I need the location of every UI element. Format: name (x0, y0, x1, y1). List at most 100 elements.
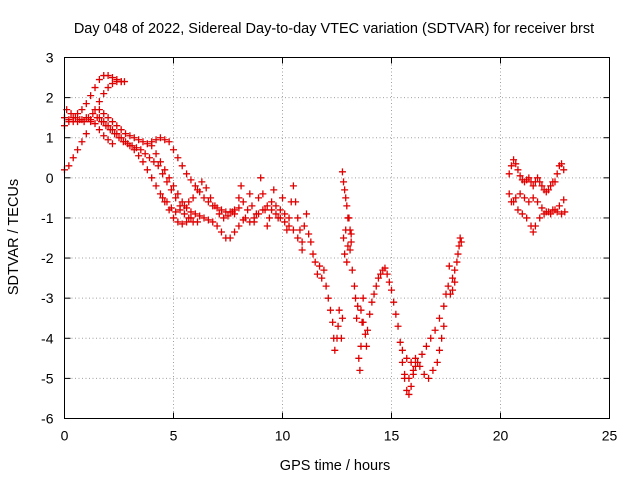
data-point (100, 132, 108, 140)
data-point (361, 330, 369, 338)
data-point (100, 118, 108, 126)
data-point (542, 208, 550, 216)
data-point (344, 242, 352, 250)
data-point (180, 210, 188, 218)
data-point (324, 294, 332, 302)
data-point (217, 206, 225, 214)
data-point (165, 174, 173, 182)
data-point (172, 194, 180, 202)
data-point (338, 314, 346, 322)
data-point (316, 262, 324, 270)
data-point (298, 238, 306, 246)
data-point (91, 120, 99, 128)
data-point (211, 202, 219, 210)
data-point (505, 190, 513, 198)
data-point (283, 226, 291, 234)
x-tick-label: 25 (602, 428, 618, 444)
data-point (100, 110, 108, 118)
data-point (518, 210, 526, 218)
data-point (193, 218, 201, 226)
data-point (520, 194, 528, 202)
data-point (255, 210, 263, 218)
data-point (113, 122, 121, 130)
data-point (137, 146, 145, 154)
data-point (178, 220, 186, 228)
data-point (411, 354, 419, 362)
data-point (170, 214, 177, 222)
data-point (544, 186, 552, 194)
data-point (409, 366, 417, 374)
axis-ticks (64, 57, 610, 419)
data-point (89, 110, 97, 118)
data-point (338, 168, 346, 176)
data-point (440, 302, 448, 310)
data-point (536, 178, 544, 186)
data-point (65, 162, 73, 170)
data-point (456, 234, 464, 242)
data-point (322, 282, 330, 290)
data-point (326, 306, 334, 314)
data-point (126, 132, 134, 140)
data-point (405, 390, 413, 398)
y-tick-label: -1 (41, 210, 54, 226)
data-point (403, 354, 411, 362)
data-point (407, 382, 415, 390)
data-point (445, 262, 453, 270)
plot-frame (64, 57, 610, 419)
data-point (156, 134, 164, 142)
data-point (507, 162, 515, 170)
y-tick-label: -3 (41, 290, 54, 306)
data-point (276, 214, 284, 222)
data-point (547, 182, 555, 190)
y-tick-label: 1 (46, 130, 54, 146)
data-point (117, 126, 125, 134)
data-point (180, 202, 188, 210)
data-point (198, 178, 206, 186)
data-point (364, 326, 372, 334)
data-point (451, 266, 459, 274)
data-point (246, 218, 254, 226)
data-point (454, 250, 462, 258)
data-point (143, 140, 151, 148)
data-point (368, 298, 376, 306)
data-point (152, 150, 160, 158)
data-point (305, 230, 313, 238)
data-point (348, 266, 356, 274)
data-point (207, 194, 215, 202)
data-point (296, 226, 304, 234)
data-point (244, 206, 252, 214)
data-point (156, 190, 164, 198)
data-point (429, 366, 437, 374)
data-point (427, 334, 435, 342)
data-point (403, 386, 411, 394)
data-point (113, 76, 121, 84)
data-point (69, 154, 77, 162)
data-point (444, 282, 452, 290)
data-point (148, 174, 156, 182)
data-point (174, 190, 182, 198)
data-point (529, 194, 537, 202)
data-point (353, 314, 361, 322)
data-point (143, 166, 151, 174)
data-point (405, 374, 413, 382)
data-point (104, 84, 112, 92)
data-point (154, 162, 162, 170)
data-point (281, 218, 289, 226)
data-point (340, 178, 348, 186)
data-point (341, 250, 349, 258)
data-point (329, 318, 337, 326)
data-point (148, 138, 156, 146)
y-tick-label: -6 (41, 411, 54, 427)
data-point (342, 194, 350, 202)
data-point (523, 214, 531, 222)
data-point (161, 166, 169, 174)
data-point (231, 210, 239, 218)
data-point (318, 274, 326, 282)
data-point (455, 242, 463, 250)
data-point (257, 174, 265, 182)
data-point (204, 198, 212, 206)
data-point (553, 170, 561, 178)
y-tick-label: 2 (46, 90, 54, 106)
data-point (113, 130, 121, 138)
